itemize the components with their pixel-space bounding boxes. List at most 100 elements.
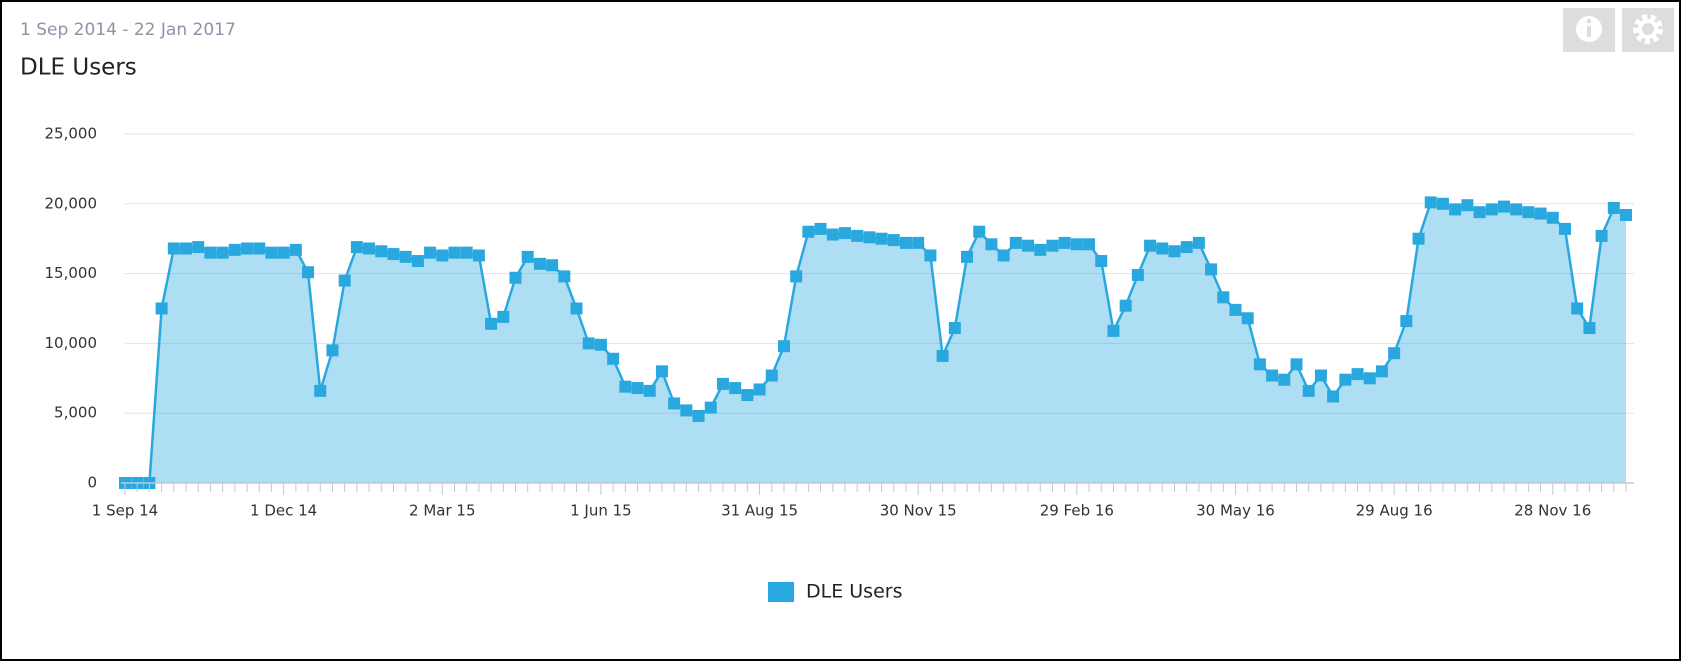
x-tick-label: 29 Aug 16 (1356, 502, 1433, 520)
data-point (924, 249, 937, 262)
data-point (1302, 384, 1315, 397)
data-point (302, 266, 315, 279)
data-point (1510, 203, 1523, 216)
data-point (1034, 243, 1047, 256)
data-point (497, 310, 510, 323)
data-point (1449, 203, 1462, 216)
legend-label: DLE Users (806, 581, 902, 603)
data-point (204, 246, 217, 259)
data-point (1156, 242, 1169, 255)
data-point (912, 236, 925, 249)
data-point (753, 383, 766, 396)
info-icon-dot (1586, 18, 1592, 24)
data-point (1473, 206, 1486, 219)
data-point (973, 225, 986, 238)
gear-ring (1638, 19, 1658, 39)
data-point (1107, 324, 1120, 337)
data-point (1095, 255, 1108, 268)
data-point (765, 369, 778, 382)
data-point (192, 241, 205, 254)
data-point (680, 404, 693, 417)
data-point (668, 397, 681, 410)
x-tick-label: 2 Mar 15 (409, 502, 475, 520)
y-tick-label: 15,000 (45, 264, 98, 282)
area-fill (125, 202, 1626, 484)
info-button[interactable] (1563, 8, 1615, 52)
data-point (948, 322, 961, 335)
data-point (1351, 368, 1364, 381)
data-point (1009, 236, 1022, 249)
x-tick-label: 1 Dec 14 (250, 502, 317, 520)
data-point (1497, 200, 1510, 213)
data-point (1607, 201, 1620, 214)
gear-teeth[interactable] (1633, 14, 1663, 44)
data-point (704, 401, 717, 414)
data-point (777, 340, 790, 353)
data-point (509, 271, 522, 284)
data-point (436, 249, 449, 262)
data-point (265, 246, 278, 259)
data-point (875, 232, 888, 245)
data-point (289, 243, 302, 256)
data-point (997, 249, 1010, 262)
y-tick-label: 10,000 (45, 334, 98, 352)
data-point (253, 242, 266, 255)
data-point (399, 250, 412, 263)
data-point (741, 389, 754, 402)
data-point (338, 274, 351, 287)
data-point (1070, 238, 1083, 251)
data-point (655, 365, 668, 378)
data-point (1290, 358, 1303, 371)
data-point (1461, 199, 1474, 212)
data-point (631, 382, 644, 395)
legend-swatch (768, 582, 794, 602)
data-point (1558, 222, 1571, 235)
data-point (363, 242, 376, 255)
data-point (961, 250, 974, 263)
data-point (1266, 369, 1279, 382)
data-point (790, 270, 803, 283)
data-point (216, 246, 229, 259)
date-range: 1 Sep 2014 - 22 Jan 2017 (20, 20, 236, 40)
data-point (1522, 206, 1535, 219)
data-point (155, 302, 168, 315)
data-point (485, 317, 498, 330)
data-point (1119, 299, 1132, 312)
data-point (863, 231, 876, 244)
data-point (643, 384, 656, 397)
data-point (570, 302, 583, 315)
data-point (1327, 390, 1340, 403)
data-point (1534, 207, 1547, 220)
data-point (1046, 239, 1059, 252)
data-point (1436, 197, 1449, 210)
data-point (692, 409, 705, 422)
data-point (1022, 239, 1035, 252)
settings-button[interactable] (1622, 8, 1674, 52)
data-point (1595, 229, 1608, 242)
data-point (594, 338, 607, 351)
data-point (1314, 369, 1327, 382)
settings-bg[interactable] (1622, 8, 1674, 52)
data-point (985, 238, 998, 251)
data-point (1546, 211, 1559, 224)
y-tick-label: 5,000 (54, 404, 97, 422)
data-point (558, 270, 571, 283)
data-point (533, 257, 546, 270)
data-point (887, 234, 900, 247)
x-tick-label: 1 Jun 15 (570, 502, 632, 520)
data-point (1388, 347, 1401, 360)
data-point (1485, 203, 1498, 216)
data-point (472, 249, 485, 262)
data-point (802, 225, 815, 238)
x-tick-label: 1 Sep 14 (92, 502, 158, 520)
data-point (241, 242, 254, 255)
data-point (1180, 241, 1193, 254)
data-point (729, 382, 742, 395)
data-point (582, 337, 595, 350)
data-point (1620, 208, 1632, 221)
data-point (826, 228, 839, 241)
data-point (1583, 322, 1596, 335)
x-tick-label: 28 Nov 16 (1514, 502, 1591, 520)
data-point (1375, 365, 1388, 378)
data-point (424, 246, 437, 259)
